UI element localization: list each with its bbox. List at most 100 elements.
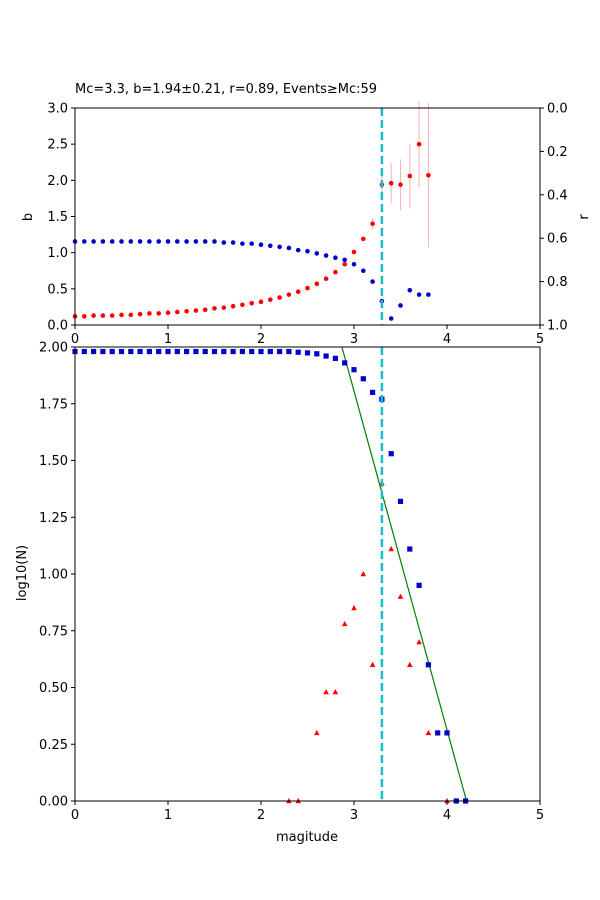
r-point — [193, 239, 199, 244]
noncumulative-point — [341, 620, 348, 627]
noncumulative-point — [323, 689, 329, 695]
b-point — [268, 297, 273, 302]
r-point — [119, 239, 124, 244]
cumulative-point — [165, 348, 171, 355]
cumulative-point — [249, 348, 255, 355]
r-point — [156, 239, 161, 244]
r-point — [286, 245, 292, 251]
cumulative-point — [137, 348, 143, 355]
noncumulative-point — [416, 639, 422, 645]
b-point — [165, 310, 171, 316]
b-point — [314, 281, 320, 287]
x-axis-label: magitude — [276, 830, 338, 845]
cumulative-point — [304, 350, 311, 356]
b-point — [221, 305, 227, 310]
x-tick-label: 2 — [257, 332, 265, 347]
r-point — [398, 303, 403, 308]
cumulative-point — [351, 367, 357, 373]
noncumulative-point — [388, 546, 394, 552]
y-tick-label: 2.00 — [39, 341, 68, 356]
b-point — [202, 307, 208, 313]
r-point — [221, 240, 227, 245]
cumulative-point — [342, 360, 348, 366]
y-tick-label-right: 1.0 — [547, 319, 568, 334]
r-point — [240, 241, 245, 246]
y-tick-label: 0.0 — [47, 319, 68, 334]
r-point — [305, 248, 310, 254]
r-point — [388, 316, 394, 321]
b-point — [361, 236, 366, 242]
b-point — [82, 314, 87, 319]
x-tick-label: 4 — [443, 332, 451, 347]
b-point — [258, 299, 264, 305]
frequency-magnitude-axes: 0 1 2 3 4 5 0.00 0.25 0.50 0.75 1.00 1.25 1.50 1.75 2.… — [39, 341, 544, 824]
cumulative-point — [397, 498, 404, 504]
b-point — [426, 172, 431, 178]
cumulative-point — [407, 546, 413, 552]
r-point — [370, 279, 375, 284]
cumulative-point — [286, 348, 292, 355]
cumulative-point — [370, 389, 376, 395]
r-point — [323, 253, 329, 258]
cumulative-point — [360, 376, 366, 382]
b-point — [286, 292, 292, 297]
frequency-magnitude-marks — [72, 346, 469, 804]
cumulative-point — [100, 348, 106, 355]
x-tick-label: 5 — [536, 332, 544, 347]
cumulative-point — [109, 348, 115, 355]
cumulative-point — [118, 348, 125, 355]
x-tick-label: 2 — [257, 808, 265, 823]
b-point — [388, 180, 394, 186]
b-point — [230, 303, 236, 309]
y-tick-label: 1.5 — [47, 210, 68, 225]
b-point — [342, 261, 348, 267]
y-tick-label: 3.0 — [47, 102, 68, 117]
noncumulative-point — [351, 605, 357, 611]
cumulative-point — [174, 348, 180, 355]
cumulative-point — [332, 355, 338, 361]
noncumulative-point — [397, 593, 404, 599]
cumulative-point — [221, 348, 227, 355]
b-point — [305, 285, 310, 291]
noncumulative-point — [407, 661, 413, 667]
r-point — [109, 239, 115, 244]
x-tick-label: 0 — [71, 332, 79, 347]
r-point — [100, 239, 106, 244]
cumulative-point — [184, 348, 190, 355]
cumulative-point — [277, 348, 283, 355]
cumulative-point — [156, 348, 162, 355]
cumulative-point — [295, 349, 301, 355]
b-point — [249, 301, 254, 306]
r-point — [202, 239, 208, 244]
r-point — [249, 241, 254, 246]
b-point — [100, 313, 106, 318]
b-point — [416, 141, 422, 147]
noncumulative-point — [425, 729, 432, 736]
y-tick-label: 1.25 — [39, 511, 68, 526]
y-tick-label-right: 0.4 — [547, 188, 568, 203]
r-point — [230, 240, 236, 245]
b-point — [295, 289, 301, 295]
b-point — [156, 311, 161, 316]
b-point — [184, 308, 189, 314]
fit-line — [341, 346, 468, 802]
r-point — [184, 239, 189, 244]
b-point — [240, 302, 245, 308]
x-tick-label: 1 — [164, 332, 172, 347]
frequency-magnitude-panel: 0 1 2 3 4 5 0.00 0.25 0.50 0.75 1.00 1.25 1.50 1.75 2.… — [15, 341, 544, 846]
cumulative-point — [425, 662, 431, 668]
x-tick-label: 5 — [536, 808, 544, 823]
r-point — [342, 257, 348, 263]
y-axis-label-b: b — [21, 213, 36, 221]
y-tick-label: 0.5 — [47, 282, 68, 297]
y-tick-label-right: 0.2 — [547, 145, 568, 160]
y-axis-label-log-n: log10(N) — [15, 545, 30, 601]
b-point — [398, 182, 403, 187]
y-tick-label: 1.50 — [39, 454, 68, 469]
chart-title: Mc=3.3, b=1.94±0.21, r=0.89, Events≥Mc:5… — [75, 82, 377, 97]
y-tick-label: 2.5 — [47, 138, 68, 153]
y-tick-label: 0.50 — [39, 681, 68, 696]
b-value-marks — [72, 100, 431, 325]
cumulative-point — [435, 730, 441, 736]
